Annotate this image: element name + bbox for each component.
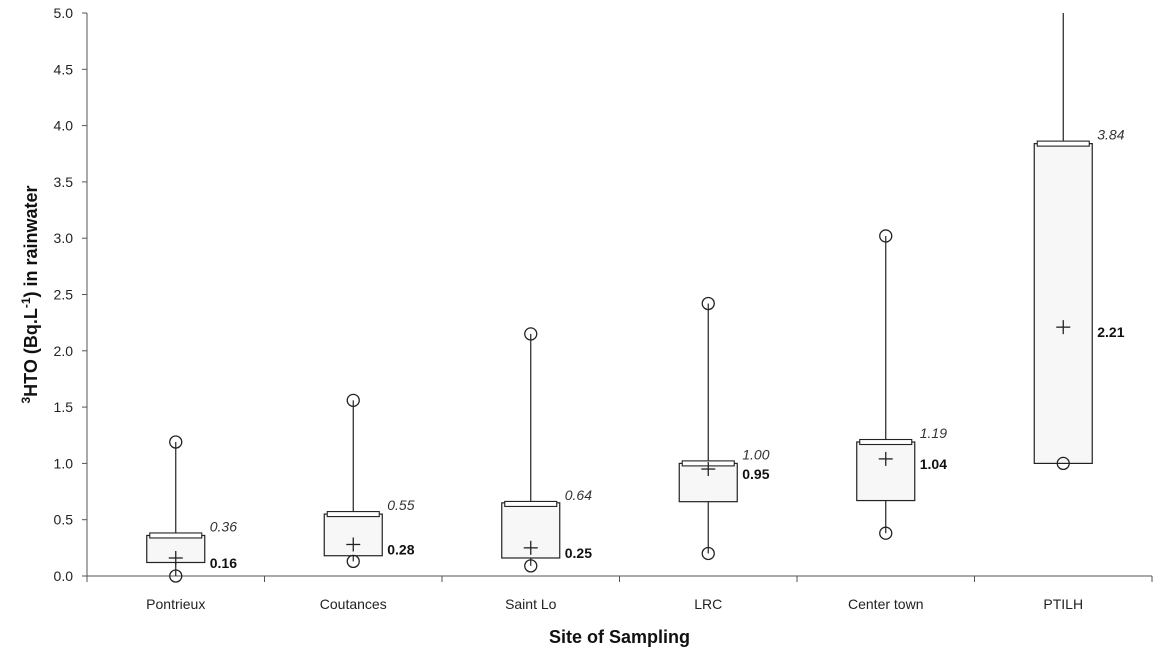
y-axis: 0.0 0.5 1.0 1.5 2.0 2.5 3.0 3.5 4.0 4.5 5.0 xyxy=(54,5,88,584)
y-tick-label: 1.5 xyxy=(54,399,74,415)
mean-value-label: 0.25 xyxy=(565,545,592,561)
median-value-label: 3.84 xyxy=(1097,127,1124,143)
median-value-label: 1.00 xyxy=(742,446,769,462)
y-axis-title-main: HTO (Bq.L xyxy=(21,308,41,397)
y-tick-label: 0.0 xyxy=(54,568,74,584)
x-axis: Pontrieux Coutances Saint Lo LRC Center town… xyxy=(86,575,1153,612)
median-marker xyxy=(149,532,203,539)
y-axis-title: 3HTO (Bq.L-1) in rainwater xyxy=(19,185,41,403)
median-value-label: 0.36 xyxy=(210,518,237,534)
box-group-coutances: 0.55 0.28 xyxy=(323,393,415,569)
outlier-point xyxy=(879,229,893,243)
mean-value-label: 0.28 xyxy=(387,541,414,557)
y-axis-title-tail: ) in rainwater xyxy=(21,185,41,297)
mean-value-label: 0.95 xyxy=(742,466,769,482)
outlier-point xyxy=(701,546,715,561)
median-marker xyxy=(326,511,380,518)
mean-value-label: 0.16 xyxy=(210,555,237,571)
mean-value-label: 2.21 xyxy=(1097,324,1124,340)
median-value-label: 0.64 xyxy=(565,487,592,503)
x-category-label: Center town xyxy=(848,596,923,612)
x-category-label: Coutances xyxy=(320,596,387,612)
x-axis-title: Site of Sampling xyxy=(549,627,690,647)
outlier-point xyxy=(879,526,893,540)
x-category-label: Saint Lo xyxy=(505,596,557,612)
outlier-point xyxy=(524,327,538,341)
box-group-saint-lo: 0.64 0.25 xyxy=(501,327,592,573)
box xyxy=(1033,143,1093,464)
x-category-label: PTILH xyxy=(1043,596,1083,612)
median-marker xyxy=(859,438,913,446)
y-axis-title-unit-exponent: -1 xyxy=(19,297,33,308)
y-tick-label: 2.0 xyxy=(54,343,74,359)
box xyxy=(856,441,916,502)
outlier-point xyxy=(169,435,183,449)
median-value-label: 1.19 xyxy=(920,425,947,441)
mean-value-label: 1.04 xyxy=(920,456,947,472)
box-group-ptilh: 3.84 2.21 xyxy=(1033,13,1125,471)
median-marker xyxy=(1036,140,1090,147)
outlier-point xyxy=(346,393,360,407)
y-tick-label: 3.0 xyxy=(54,230,74,246)
y-tick-label: 2.5 xyxy=(54,287,74,303)
plot-area: 0.36 0.16 0.55 0.28 0.64 0.25 1.00 0.95 1.19 1.04… xyxy=(146,13,1125,583)
box-group-pontrieux: 0.36 0.16 xyxy=(146,435,237,583)
x-category-label: LRC xyxy=(694,596,722,612)
y-tick-label: 4.0 xyxy=(54,118,74,134)
median-value-label: 0.55 xyxy=(387,497,414,513)
y-axis-title-superscript: 3 xyxy=(19,397,33,404)
y-tick-label: 1.0 xyxy=(54,455,74,471)
outlier-point xyxy=(346,554,360,569)
outlier-point xyxy=(169,569,183,583)
outlier-point xyxy=(1056,456,1070,471)
y-tick-label: 0.5 xyxy=(54,512,74,528)
outlier-point xyxy=(701,296,715,311)
box-group-center-town: 1.19 1.04 xyxy=(856,229,947,540)
median-marker xyxy=(504,500,558,507)
y-tick-label: 3.5 xyxy=(54,174,74,190)
outlier-point xyxy=(524,559,538,573)
x-category-label: Pontrieux xyxy=(146,596,205,612)
y-tick-label: 4.5 xyxy=(54,61,74,77)
y-tick-label: 5.0 xyxy=(54,5,74,21)
box-group-lrc: 1.00 0.95 xyxy=(678,296,770,561)
